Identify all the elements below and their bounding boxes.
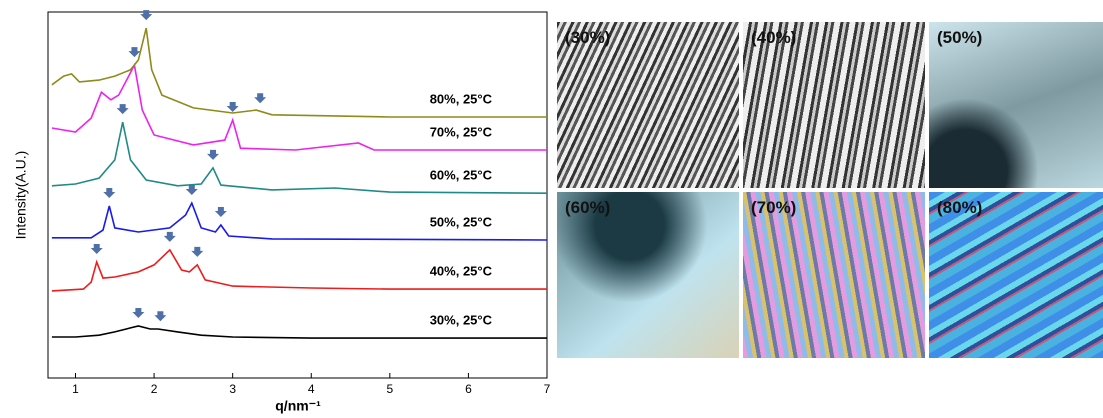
series-line [51,201,548,241]
micrograph-label: (60%) [565,198,611,217]
micrograph: (70%) [743,192,925,358]
series-label: 40%, 25°C [430,263,493,278]
micrograph: (80%) [929,192,1103,358]
micrograph: (50%) [929,22,1103,188]
peak-arrow [214,207,227,218]
y-axis-label: Intensity(A.U.) [13,151,29,240]
x-tick-label: 4 [308,382,315,396]
peak-arrow [116,104,129,115]
peak-arrow [254,93,267,104]
x-tick-label: 3 [229,382,236,396]
x-tick-label: 5 [386,382,393,396]
series-label: 50%, 25°C [430,214,493,229]
micrograph-label: (30%) [565,28,611,47]
x-tick-label: 2 [151,382,158,396]
micrograph: (60%) [557,192,739,358]
micrograph-label: (80%) [937,198,983,217]
series-line [51,62,547,151]
series-line [51,248,547,292]
micrograph-label: (40%) [751,28,797,47]
peak-arrow [191,246,204,257]
series-line [51,27,547,118]
series-line [51,325,547,339]
micrograph: (30%) [557,22,739,188]
x-tick-label: 6 [465,382,472,396]
peak-arrow [163,231,176,242]
x-tick-label: 7 [544,382,551,396]
series-label: 80%, 25°C [430,91,493,106]
series-label: 70%, 25°C [430,124,493,139]
peak-arrow [140,10,153,21]
micrograph: (40%) [743,22,925,188]
x-axis-label: q/nm⁻¹ [275,398,321,414]
x-tick-label: 1 [72,382,79,396]
peak-arrow [226,101,239,112]
peak-arrow [103,187,116,198]
micrograph-label: (70%) [751,198,797,217]
micrograph-label: (50%) [937,28,983,47]
peak-arrow [185,185,198,196]
peak-arrow [128,47,141,58]
plot-frame [47,11,548,379]
series-line [51,122,548,194]
peak-arrow [207,149,220,160]
peak-arrow [132,308,145,319]
series-label: 60%, 25°C [430,168,493,183]
peak-arrow [90,243,103,254]
peak-arrow [154,311,167,322]
series-label: 30%, 25°C [430,313,493,328]
